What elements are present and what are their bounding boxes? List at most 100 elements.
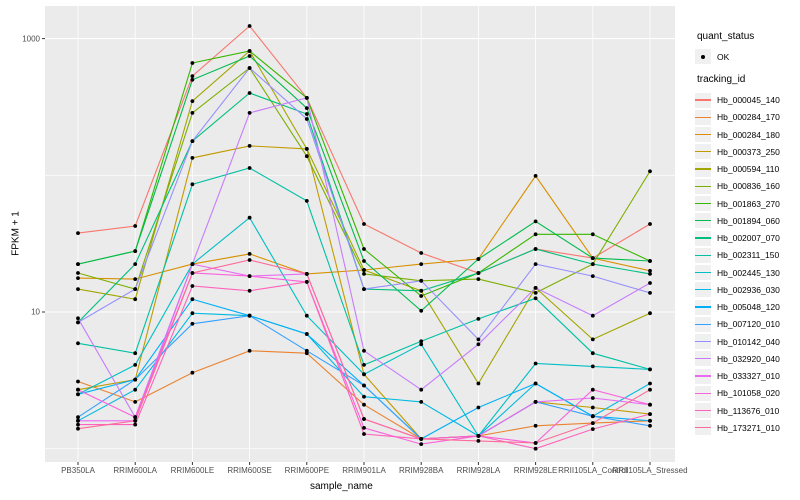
data-point bbox=[304, 280, 309, 284]
data-point bbox=[190, 262, 195, 266]
data-point bbox=[362, 287, 366, 291]
legend-key-swatch bbox=[695, 299, 711, 315]
legend-item-label: Hb_002445_130 bbox=[717, 267, 780, 278]
series-color-line-icon bbox=[695, 168, 711, 170]
data-point bbox=[304, 313, 309, 318]
data-point bbox=[533, 296, 538, 301]
legend-key-swatch bbox=[695, 334, 711, 349]
data-point bbox=[648, 423, 652, 428]
data-point bbox=[247, 274, 252, 278]
data-point bbox=[419, 262, 424, 266]
data-point bbox=[419, 437, 424, 441]
data-point bbox=[533, 361, 538, 366]
series-color-line-icon bbox=[695, 375, 711, 377]
legend-title-quant-status: quant_status bbox=[697, 31, 755, 42]
data-point bbox=[419, 387, 424, 392]
x-tick-label: RRIM901LA bbox=[342, 466, 386, 475]
data-point bbox=[76, 426, 80, 431]
data-point bbox=[648, 367, 652, 372]
data-point bbox=[76, 320, 80, 325]
series-color-line-icon bbox=[695, 116, 711, 118]
legend-key-swatch bbox=[695, 178, 711, 194]
series-color-line-icon bbox=[695, 99, 711, 101]
legend-item-label: Hb_000284_170 bbox=[717, 112, 780, 123]
data-point bbox=[247, 258, 252, 262]
data-point bbox=[190, 156, 195, 160]
data-point bbox=[247, 54, 252, 58]
legend-item-label: Hb_000594_110 bbox=[717, 164, 780, 174]
data-point bbox=[362, 363, 366, 367]
data-point bbox=[76, 276, 80, 280]
data-point bbox=[133, 262, 138, 266]
data-point bbox=[590, 405, 595, 410]
y-tick-label: 10 bbox=[31, 307, 40, 317]
legend-item-label: Hb_002311_150 bbox=[717, 250, 780, 261]
data-point bbox=[304, 348, 309, 353]
legend-item-label: Hb_002007_070 bbox=[717, 233, 780, 243]
data-point bbox=[590, 414, 595, 419]
legend-key-swatch bbox=[695, 265, 711, 280]
legend-item-label: OK bbox=[717, 51, 730, 62]
legend-key-swatch bbox=[695, 368, 711, 384]
series-color-line-icon bbox=[695, 185, 711, 187]
data-point bbox=[304, 147, 309, 151]
x-tick-label: RRIM928LE bbox=[513, 466, 558, 475]
data-point bbox=[247, 215, 252, 220]
data-point bbox=[476, 342, 481, 347]
data-point bbox=[247, 144, 252, 148]
data-point bbox=[133, 387, 138, 392]
legend-key-swatch bbox=[695, 92, 711, 108]
data-point bbox=[476, 439, 481, 443]
data-point bbox=[304, 199, 309, 203]
data-point bbox=[590, 274, 595, 278]
legend-item-Hb_002007_070: Hb_002007_070 bbox=[695, 230, 780, 247]
data-point bbox=[133, 249, 138, 254]
data-point bbox=[533, 219, 538, 224]
legend-item-Hb_002311_150: Hb_002311_150 bbox=[695, 247, 779, 264]
data-point bbox=[133, 377, 138, 382]
data-point bbox=[247, 91, 252, 95]
data-point bbox=[133, 418, 138, 423]
data-point bbox=[476, 257, 481, 261]
data-point bbox=[362, 402, 366, 407]
data-point bbox=[362, 426, 366, 430]
data-point bbox=[419, 294, 424, 298]
legend-key-swatch bbox=[695, 127, 711, 142]
data-point bbox=[247, 24, 252, 28]
data-point bbox=[533, 286, 538, 290]
legend-item-label: Hb_010142_040 bbox=[717, 336, 780, 347]
data-point bbox=[590, 387, 595, 392]
legend-title-tracking-id: tracking_id bbox=[697, 74, 746, 85]
legend-item-Hb_000284_170: Hb_000284_170 bbox=[695, 109, 780, 126]
data-point bbox=[590, 313, 595, 318]
data-point bbox=[648, 412, 652, 416]
x-tick-label: PB350LA bbox=[61, 466, 95, 475]
data-point bbox=[590, 337, 595, 342]
data-point bbox=[304, 332, 309, 336]
data-point bbox=[533, 381, 538, 386]
data-point bbox=[190, 139, 195, 144]
legend-item-label: Hb_007120_010 bbox=[717, 319, 780, 330]
data-point bbox=[247, 288, 252, 293]
data-point bbox=[190, 321, 195, 326]
x-axis-title: sample_name bbox=[310, 481, 373, 492]
legend-item-Hb_000836_160: Hb_000836_160 bbox=[695, 178, 780, 195]
data-point bbox=[476, 405, 481, 410]
x-tick-label: RRIM928LA bbox=[456, 466, 501, 475]
series-color-line-icon bbox=[695, 409, 711, 412]
legend-item-Hb_010142_040: Hb_010142_040 bbox=[695, 333, 780, 350]
series-color-line-icon bbox=[695, 237, 711, 239]
data-point bbox=[190, 74, 195, 78]
data-point bbox=[133, 351, 138, 356]
data-point bbox=[533, 174, 538, 178]
data-point bbox=[533, 232, 538, 237]
data-point bbox=[533, 262, 538, 266]
data-point bbox=[190, 111, 195, 115]
data-point bbox=[590, 364, 595, 369]
data-point bbox=[304, 96, 309, 100]
data-point bbox=[590, 427, 595, 431]
data-point bbox=[133, 415, 138, 420]
data-point bbox=[247, 166, 252, 170]
legend-item-label: Hb_101058_020 bbox=[717, 388, 780, 399]
